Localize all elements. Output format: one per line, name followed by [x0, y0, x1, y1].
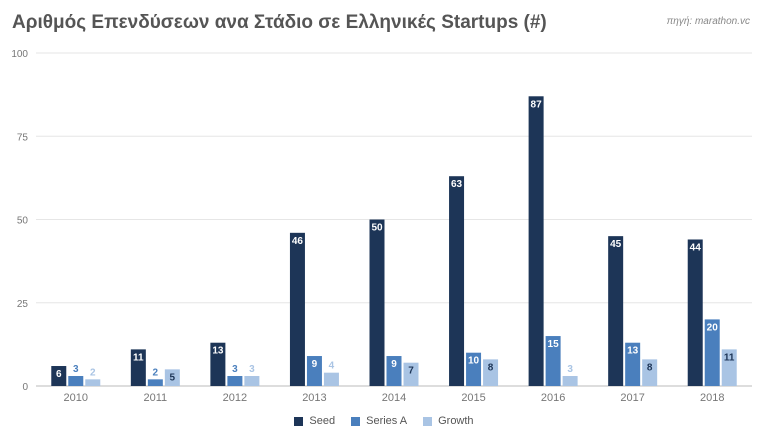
bars [51, 96, 737, 386]
bar-seed-2016 [528, 96, 544, 386]
bar-seed-2017 [608, 236, 624, 386]
bar-seed-2011 [130, 349, 146, 386]
y-tick-label: 0 [22, 382, 28, 393]
bar-growth-2018 [721, 349, 737, 386]
data-label-growth-2015: 8 [488, 362, 494, 373]
legend: Seed Series A Growth [0, 415, 768, 427]
x-tick-label: 2015 [461, 392, 485, 404]
bar-series-a-2016 [545, 336, 561, 386]
legend-swatch-growth [423, 416, 433, 426]
grid-lines [36, 52, 752, 387]
x-tick-label: 2017 [620, 392, 644, 404]
data-label-seed-2017: 45 [610, 239, 622, 250]
legend-label-seed: Seed [309, 415, 336, 427]
data-label-growth-2014: 7 [408, 366, 414, 377]
data-label-growth-2010: 2 [90, 367, 96, 378]
bar-growth-2013 [323, 372, 339, 386]
data-label-growth-2018: 11 [724, 352, 735, 363]
data-label-seed-2014: 50 [371, 223, 383, 234]
bar-growth-2016 [562, 376, 578, 386]
x-tick-label: 2016 [541, 392, 565, 404]
data-label-series-a-2013: 9 [312, 359, 318, 370]
bar-series-a-2014 [386, 356, 402, 386]
y-axis-ticks: 0 25 50 75 100 [11, 49, 28, 393]
y-tick-label: 100 [11, 49, 28, 60]
bar-series-a-2012 [227, 376, 243, 386]
data-label-series-a-2015: 10 [468, 356, 480, 367]
x-tick-label: 2012 [223, 392, 247, 404]
data-label-series-a-2014: 9 [391, 359, 397, 370]
bar-growth-2010 [85, 379, 101, 386]
data-label-series-a-2011: 2 [153, 367, 159, 378]
bar-seed-2014 [369, 219, 385, 386]
bar-series-a-2015 [466, 352, 482, 386]
y-tick-label: 75 [17, 132, 29, 143]
data-label-growth-2016: 3 [567, 364, 573, 375]
bar-seed-2013 [289, 232, 305, 386]
x-tick-label: 2014 [382, 392, 406, 404]
y-tick-label: 50 [17, 216, 29, 227]
bar-growth-2012 [244, 376, 260, 386]
data-label-growth-2013: 4 [329, 361, 335, 372]
bar-growth-2015 [483, 359, 499, 386]
legend-item-seed: Seed [294, 415, 335, 427]
x-axis-ticks: 2010 2011 2012 2013 2014 2015 2016 2017 2018 [64, 392, 725, 404]
data-label-growth-2012: 3 [249, 364, 255, 375]
legend-swatch-series-a [351, 416, 361, 426]
x-tick-label: 2010 [64, 392, 88, 404]
data-label-series-a-2012: 3 [232, 364, 238, 375]
data-label-series-a-2016: 15 [548, 339, 560, 350]
data-label-series-a-2018: 20 [707, 322, 719, 333]
data-label-seed-2011: 11 [133, 352, 144, 363]
bar-series-a-2018 [704, 319, 720, 386]
x-tick-label: 2018 [700, 392, 724, 404]
bar-series-a-2017 [625, 342, 641, 386]
bar-growth-2014 [403, 362, 419, 386]
bar-seed-2010 [51, 366, 67, 386]
data-label-seed-2013: 46 [292, 236, 304, 247]
chart-title: Αριθμός Επενδύσεων ανα Στάδιο σε Ελληνικ… [12, 12, 547, 33]
x-tick-label: 2013 [302, 392, 326, 404]
data-label-seed-2012: 13 [212, 346, 224, 357]
legend-item-series-a: Series A [351, 415, 407, 427]
source-note: πηγή: marathon.vc [666, 16, 750, 27]
data-label-growth-2011: 5 [170, 372, 176, 383]
data-label-series-a-2010: 3 [73, 364, 79, 375]
data-label-growth-2017: 8 [647, 362, 653, 373]
bar-series-a-2013 [306, 356, 322, 386]
legend-label-series-a: Series A [366, 415, 408, 427]
y-tick-label: 25 [17, 299, 29, 310]
bar-series-a-2010 [68, 376, 84, 386]
bar-seed-2018 [687, 239, 703, 386]
data-label-seed-2010: 6 [56, 369, 62, 380]
bar-growth-2011 [164, 369, 180, 386]
data-label-seed-2018: 44 [690, 242, 702, 253]
legend-item-growth: Growth [423, 415, 474, 427]
bar-series-a-2011 [147, 379, 163, 386]
data-label-series-a-2017: 13 [627, 346, 639, 357]
legend-swatch-seed [294, 416, 304, 426]
legend-label-growth: Growth [438, 415, 474, 427]
x-tick-label: 2011 [144, 392, 168, 404]
bar-seed-2015 [449, 176, 465, 386]
data-label-seed-2015: 63 [451, 179, 463, 190]
data-label-seed-2016: 87 [531, 99, 543, 110]
bar-growth-2017 [642, 359, 658, 386]
bar-seed-2012 [210, 342, 226, 386]
